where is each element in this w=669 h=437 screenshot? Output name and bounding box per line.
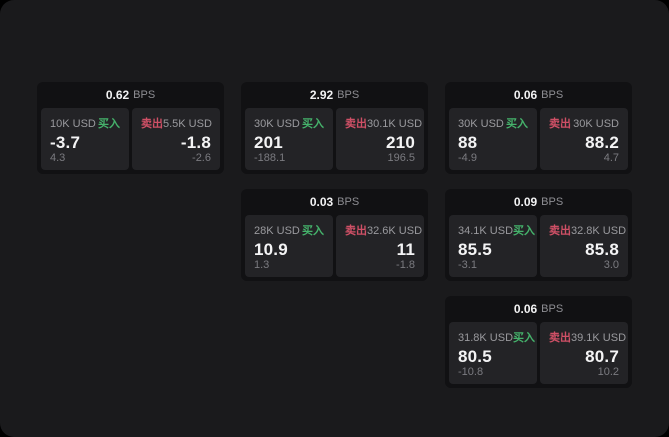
card-header: 0.03 BPS — [241, 189, 428, 215]
buy-price: 201 — [254, 132, 283, 152]
sell-price: 88.2 — [585, 132, 619, 152]
sell-delta: 4.7 — [603, 152, 619, 164]
bps-suffix-label: BPS — [541, 303, 564, 315]
bps-suffix-label: BPS — [133, 89, 156, 101]
buy-amount: 28K USD — [254, 225, 300, 237]
bps-suffix-label: BPS — [337, 89, 360, 101]
sell-delta: -1.8 — [396, 259, 415, 271]
sell-amount: 39.1K USD — [571, 332, 627, 344]
buy-label: 买入 — [98, 118, 120, 130]
panels: 31.8K USD 买入 80.5 -10.8 卖出 39.1K USD 80.… — [449, 322, 628, 384]
sell-label: 卖出 — [345, 225, 367, 237]
sell-panel[interactable]: 卖出 5.5K USD -1.8 -2.6 — [132, 108, 220, 170]
sell-panel[interactable]: 卖出 30.1K USD 210 196.5 — [336, 108, 424, 170]
sell-price: 85.8 — [585, 239, 619, 259]
quote-card: 0.06 BPS 30K USD 买入 88 -4.9 卖出 30K USD — [445, 82, 632, 174]
card-header: 0.09 BPS — [445, 189, 632, 215]
buy-panel[interactable]: 31.8K USD 买入 80.5 -10.8 — [449, 322, 537, 384]
sell-delta: 196.5 — [387, 152, 415, 164]
buy-panel[interactable]: 30K USD 买入 88 -4.9 — [449, 108, 537, 170]
quote-card: 0.06 BPS 31.8K USD 买入 80.5 -10.8 卖出 39.1… — [445, 296, 632, 388]
buy-amount: 10K USD — [50, 118, 96, 130]
sell-label: 卖出 — [549, 332, 571, 344]
buy-price: 88 — [458, 132, 478, 152]
card-header: 0.62 BPS — [37, 82, 224, 108]
buy-label: 买入 — [302, 118, 324, 130]
sell-amount: 5.5K USD — [163, 118, 212, 130]
sell-panel[interactable]: 卖出 32.6K USD 11 -1.8 — [336, 215, 424, 277]
buy-delta: -3.1 — [458, 259, 477, 271]
buy-delta: 1.3 — [254, 259, 270, 271]
panels: 10K USD 买入 -3.7 4.3 卖出 5.5K USD -1.8 -2.… — [41, 108, 220, 170]
buy-delta: 4.3 — [50, 152, 66, 164]
buy-amount: 30K USD — [458, 118, 504, 130]
buy-panel[interactable]: 10K USD 买入 -3.7 4.3 — [41, 108, 129, 170]
sell-label: 卖出 — [549, 118, 571, 130]
panels: 30K USD 买入 88 -4.9 卖出 30K USD 88.2 4.7 — [449, 108, 628, 170]
quote-card: 0.03 BPS 28K USD 买入 10.9 1.3 卖出 32.6K US… — [241, 189, 428, 281]
buy-delta: -188.1 — [254, 152, 286, 164]
buy-amount: 34.1K USD — [458, 225, 514, 237]
buy-panel[interactable]: 30K USD 买入 201 -188.1 — [245, 108, 333, 170]
bps-value: 0.09 — [513, 195, 538, 209]
sell-label: 卖出 — [345, 118, 367, 130]
buy-price: 85.5 — [458, 239, 492, 259]
bps-suffix-label: BPS — [337, 196, 360, 208]
buy-amount: 30K USD — [254, 118, 300, 130]
sell-price: 80.7 — [585, 346, 619, 366]
sell-price: -1.8 — [180, 132, 211, 152]
quote-card: 0.09 BPS 34.1K USD 买入 85.5 -3.1 卖出 32.8K… — [445, 189, 632, 281]
sell-panel[interactable]: 卖出 39.1K USD 80.7 10.2 — [540, 322, 628, 384]
sell-label: 卖出 — [549, 225, 571, 237]
sell-amount: 32.8K USD — [571, 225, 627, 237]
buy-amount: 31.8K USD — [458, 332, 514, 344]
sell-delta: 3.0 — [603, 259, 619, 271]
bps-suffix-label: BPS — [541, 89, 564, 101]
sell-panel[interactable]: 卖出 30K USD 88.2 4.7 — [540, 108, 628, 170]
bps-value: 0.06 — [513, 88, 538, 102]
quote-grid: 0.62 BPS 10K USD 买入 -3.7 4.3 卖出 5.5K USD — [37, 82, 632, 388]
quote-card: 2.92 BPS 30K USD 买入 201 -188.1 卖出 30.1K … — [241, 82, 428, 174]
panels: 28K USD 买入 10.9 1.3 卖出 32.6K USD 11 -1.8 — [245, 215, 424, 277]
buy-price: -3.7 — [50, 132, 81, 152]
buy-price: 10.9 — [254, 239, 288, 259]
buy-panel[interactable]: 34.1K USD 买入 85.5 -3.1 — [449, 215, 537, 277]
sell-price: 11 — [396, 239, 415, 259]
panels: 34.1K USD 买入 85.5 -3.1 卖出 32.8K USD 85.8… — [449, 215, 628, 277]
buy-label: 买入 — [513, 225, 536, 237]
buy-delta: -4.9 — [458, 152, 477, 164]
buy-price: 80.5 — [458, 346, 492, 366]
quote-card: 0.62 BPS 10K USD 买入 -3.7 4.3 卖出 5.5K USD — [37, 82, 224, 174]
bps-value: 0.62 — [105, 88, 130, 102]
sell-amount: 30.1K USD — [367, 118, 423, 130]
card-header: 2.92 BPS — [241, 82, 428, 108]
sell-panel[interactable]: 卖出 32.8K USD 85.8 3.0 — [540, 215, 628, 277]
buy-delta: -10.8 — [458, 366, 484, 378]
bps-value: 2.92 — [309, 88, 334, 102]
sell-price: 210 — [386, 132, 415, 152]
buy-label: 买入 — [302, 225, 324, 237]
bps-value: 0.06 — [513, 302, 538, 316]
bps-value: 0.03 — [309, 195, 334, 209]
card-header: 0.06 BPS — [445, 82, 632, 108]
sell-label: 卖出 — [141, 118, 163, 130]
bps-suffix-label: BPS — [541, 196, 564, 208]
sell-delta: -2.6 — [192, 152, 211, 164]
sell-amount: 30K USD — [573, 118, 619, 130]
sell-amount: 32.6K USD — [367, 225, 423, 237]
buy-label: 买入 — [513, 332, 536, 344]
panels: 30K USD 买入 201 -188.1 卖出 30.1K USD 210 1… — [245, 108, 424, 170]
buy-panel[interactable]: 28K USD 买入 10.9 1.3 — [245, 215, 333, 277]
buy-label: 买入 — [506, 118, 528, 130]
sell-delta: 10.2 — [597, 366, 619, 378]
card-header: 0.06 BPS — [445, 296, 632, 322]
